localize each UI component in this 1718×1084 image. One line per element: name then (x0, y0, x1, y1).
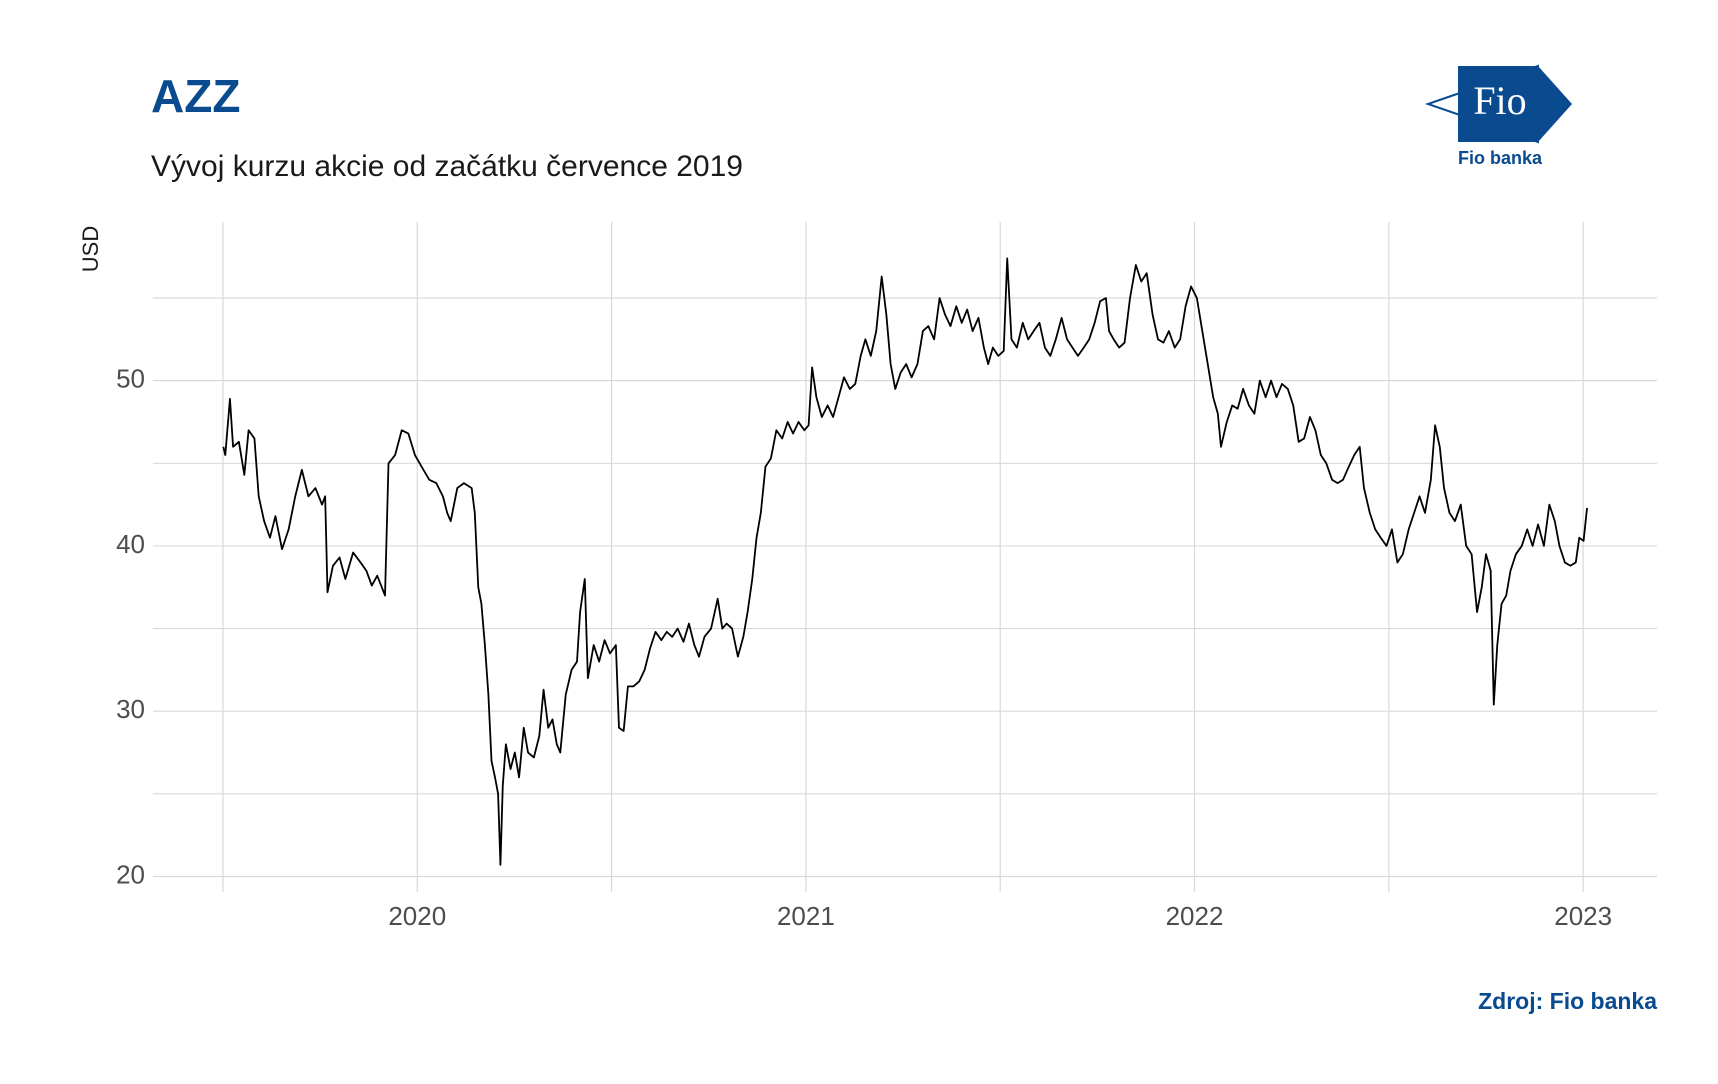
logo: Fio Fio banka (1424, 64, 1572, 168)
logo-square (1458, 66, 1538, 142)
grid (153, 222, 1657, 892)
price-line (222, 257, 1588, 866)
x-tick-label: 2021 (777, 901, 835, 931)
source-note: Zdroj: Fio banka (1478, 988, 1657, 1014)
logo-mark: Fio (1473, 78, 1526, 123)
y-tick-label: 30 (116, 694, 145, 724)
chart-title: AZZ (151, 70, 240, 122)
chart-subtitle: Vývoj kurzu akcie od začátku července 20… (151, 150, 743, 183)
x-tick-label: 2020 (388, 901, 446, 931)
x-tick-label: 2023 (1554, 901, 1612, 931)
x-tick-label: 2022 (1166, 901, 1224, 931)
y-tick-label: 50 (116, 364, 145, 394)
y-tick-label: 20 (116, 859, 145, 889)
logo-arrow (1538, 66, 1572, 142)
y-tick-label: 40 (116, 529, 145, 559)
logo-caption: Fio banka (1458, 148, 1543, 168)
y-axis-label: USD (78, 226, 103, 272)
